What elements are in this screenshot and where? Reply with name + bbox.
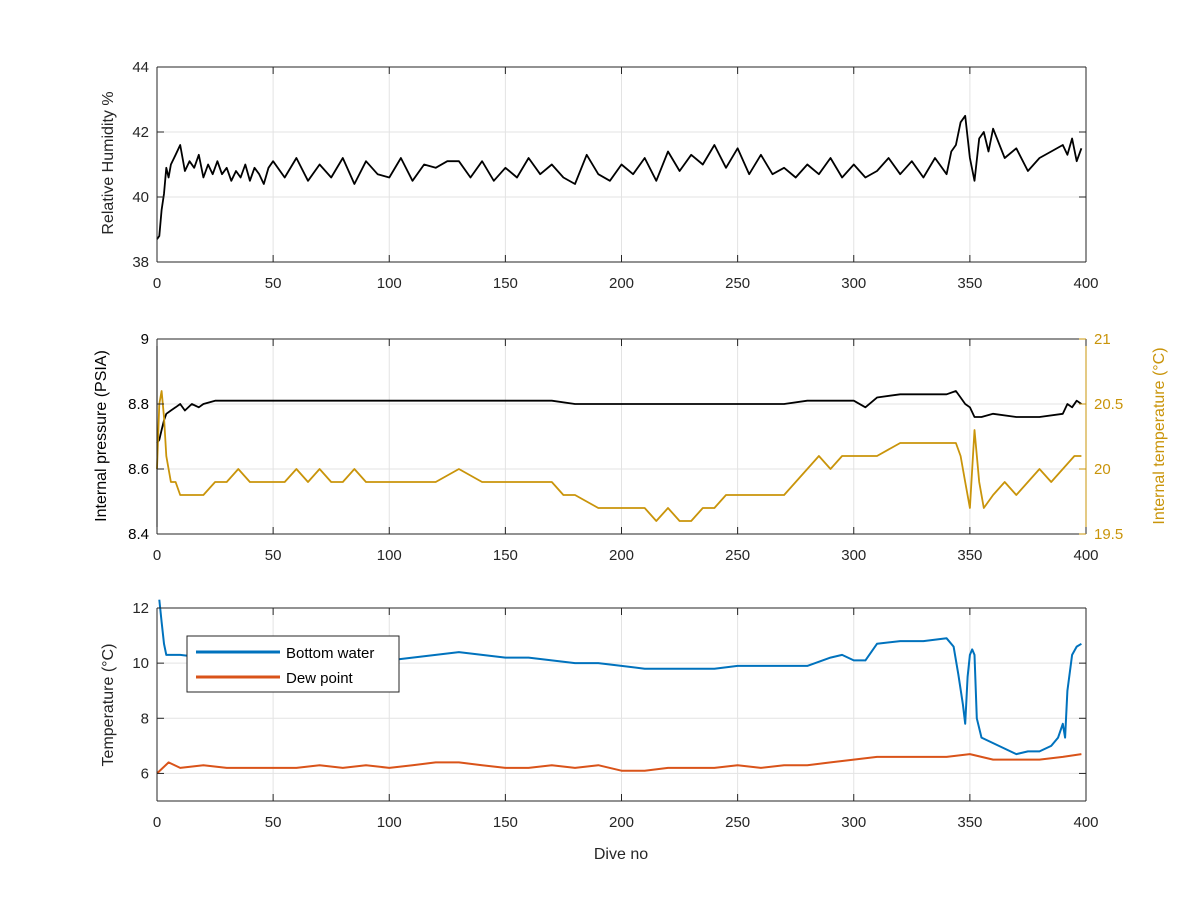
y2-tick-label: 20.5 — [1094, 396, 1123, 413]
pressure-labels: Internal pressure (PSIA) Internal temper… — [93, 347, 1168, 524]
y-tick-label: 8 — [141, 710, 149, 727]
humidity-y-axis-label: Relative Humidity % — [100, 91, 117, 234]
humidity-panel: 0 50 100 150 200 250 300 350 400 38 40 42 44 Relativ… — [100, 59, 1099, 292]
x-tick-label: 150 — [493, 814, 518, 831]
x-tick-label: 200 — [609, 275, 634, 292]
temperature-labels: Temperature (°C) Dive no — [100, 644, 648, 863]
dew-point-line — [156, 753, 1082, 775]
x-tick-label: 50 — [265, 547, 282, 564]
x-tick-label: 350 — [957, 547, 982, 564]
x-tick-label: 300 — [841, 275, 866, 292]
x-tick-label: 250 — [725, 547, 750, 564]
y-tick-label: 40 — [132, 189, 149, 206]
x-tick-label: 250 — [725, 814, 750, 831]
humidity-ticks: 0 50 100 150 200 250 300 350 400 38 40 42 44 — [132, 59, 1098, 292]
x-tick-label: 100 — [377, 275, 402, 292]
x-tick-label: 200 — [609, 814, 634, 831]
x-tick-label: 100 — [377, 547, 402, 564]
x-tick-label: 0 — [153, 547, 161, 564]
x-tick-label: 300 — [841, 547, 866, 564]
x-tick-label: 300 — [841, 814, 866, 831]
x-tick-label: 50 — [265, 275, 282, 292]
x-tick-label: 350 — [957, 814, 982, 831]
pressure-series — [156, 390, 1082, 522]
temperature-y-axis-label: Temperature (°C) — [100, 644, 117, 767]
x-tick-label: 0 — [153, 275, 161, 292]
y2-tick-label: 19.5 — [1094, 526, 1123, 543]
y-tick-label: 8.6 — [128, 461, 149, 478]
temperature-panel: 0 50 100 150 200 250 300 350 400 6 8 10 12 Temperatu… — [100, 599, 1099, 863]
y-tick-label: 10 — [132, 655, 149, 672]
legend-box — [186, 635, 400, 693]
humidity-labels: Relative Humidity % — [100, 91, 117, 234]
series-line-0 — [156, 390, 1082, 444]
pressure-ticks: 0 50 100 150 200 250 300 350 400 8.4 8.6 8.8 9 19.5 20… — [128, 331, 1123, 564]
y-tick-label: 42 — [132, 124, 149, 141]
x-axis-label: Dive no — [594, 846, 648, 863]
y-tick-label: 12 — [132, 600, 149, 617]
legend-label-dew-point: Dew point — [286, 670, 354, 687]
pressure-y-axis-label: Internal pressure (PSIA) — [93, 350, 110, 522]
temperature-ticks: 0 50 100 150 200 250 300 350 400 6 8 10 12 — [132, 600, 1098, 831]
x-tick-label: 0 — [153, 814, 161, 831]
x-tick-label: 150 — [493, 275, 518, 292]
y2-tick-label: 20 — [1094, 461, 1111, 478]
y-tick-label: 8.8 — [128, 396, 149, 413]
x-tick-label: 400 — [1073, 814, 1098, 831]
x-tick-label: 200 — [609, 547, 634, 564]
y-tick-label: 6 — [141, 765, 149, 782]
legend: Bottom water Dew point — [186, 635, 400, 693]
x-tick-label: 100 — [377, 814, 402, 831]
y-tick-label: 9 — [141, 331, 149, 348]
x-tick-label: 50 — [265, 814, 282, 831]
internal-temperature-line — [156, 390, 1082, 522]
y-tick-label: 38 — [132, 254, 149, 271]
y-tick-label: 8.4 — [128, 526, 149, 543]
x-tick-label: 350 — [957, 275, 982, 292]
x-tick-label: 150 — [493, 547, 518, 564]
x-tick-label: 400 — [1073, 547, 1098, 564]
y-tick-label: 44 — [132, 59, 149, 76]
x-tick-label: 400 — [1073, 275, 1098, 292]
x-tick-label: 250 — [725, 275, 750, 292]
legend-label-bottom-water: Bottom water — [286, 645, 374, 662]
series-line-0 — [156, 114, 1083, 240]
internal-temperature-y-axis-label: Internal temperature (°C) — [1151, 347, 1168, 524]
humidity-series — [156, 114, 1083, 240]
y2-tick-label: 21 — [1094, 331, 1111, 348]
pressure-panel: 0 50 100 150 200 250 300 350 400 8.4 8.6 8.8 9 19.5 20… — [93, 331, 1168, 564]
